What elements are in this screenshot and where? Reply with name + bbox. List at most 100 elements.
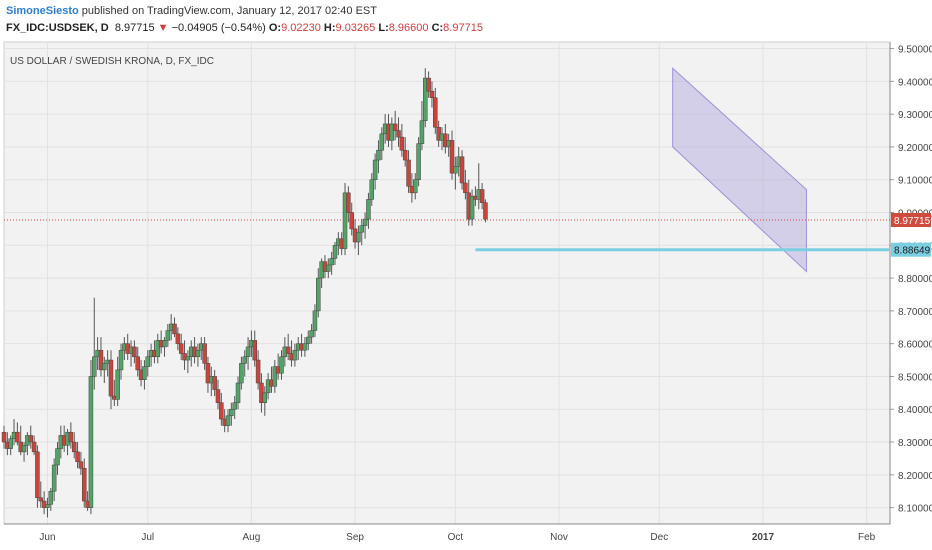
candle-body[interactable] (302, 343, 308, 351)
plot-background[interactable] (3, 41, 891, 525)
candle-body[interactable] (145, 356, 151, 367)
candle-body[interactable] (453, 166, 458, 174)
candle-body[interactable] (31, 441, 37, 453)
candle-body[interactable] (71, 441, 77, 453)
candle-body[interactable] (402, 149, 408, 161)
candle-body[interactable] (396, 130, 401, 138)
candle-body[interactable] (8, 438, 13, 449)
candle-body[interactable] (232, 402, 237, 410)
candle-body[interactable] (92, 356, 97, 377)
candle-body[interactable] (279, 356, 284, 374)
candle-body[interactable] (55, 448, 60, 466)
candle-body[interactable] (346, 192, 351, 213)
candle-body[interactable] (195, 349, 201, 358)
candle-body[interactable] (235, 382, 241, 403)
candle-body[interactable] (219, 402, 224, 420)
candle-body[interactable] (175, 333, 181, 344)
candle-body[interactable] (255, 359, 261, 384)
candle-body[interactable] (38, 497, 44, 502)
candle-body[interactable] (102, 363, 107, 371)
candle-body[interactable] (412, 179, 418, 194)
candle-body[interactable] (185, 356, 191, 361)
candle-body[interactable] (15, 431, 20, 443)
candle-body[interactable] (225, 415, 231, 426)
candle-body[interactable] (229, 408, 234, 417)
candle-body[interactable] (342, 192, 348, 249)
candle-body[interactable] (21, 445, 27, 453)
candle-body[interactable] (178, 343, 184, 354)
candle-body[interactable] (479, 189, 485, 203)
author-link[interactable]: SimoneSiesto (6, 5, 79, 17)
candle-body[interactable] (68, 431, 74, 443)
candle-body[interactable] (252, 340, 258, 361)
candle-body[interactable] (262, 392, 268, 403)
candle-body[interactable] (162, 340, 167, 348)
candle-body[interactable] (45, 504, 50, 508)
candle-body[interactable] (316, 277, 321, 312)
candle-body[interactable] (359, 225, 364, 233)
candle-body[interactable] (469, 195, 475, 220)
candle-body[interactable] (239, 363, 244, 384)
candle-body[interactable] (98, 349, 104, 371)
candle-body[interactable] (406, 159, 411, 187)
candle-body[interactable] (332, 245, 338, 259)
candle-body[interactable] (326, 264, 331, 272)
candle-body[interactable] (132, 346, 137, 358)
candle-body[interactable] (78, 461, 84, 469)
candle-body[interactable] (429, 90, 435, 98)
candle-body[interactable] (212, 376, 217, 390)
candle-body[interactable] (115, 369, 120, 400)
candle-body[interactable] (419, 120, 425, 144)
chart-area[interactable]: 8.10000 8.20000 8.30000 8.40000 8.50000 8.600… (0, 40, 932, 550)
candle-body[interactable] (369, 179, 375, 200)
candle-body[interactable] (285, 346, 291, 354)
candle-body[interactable] (48, 490, 54, 505)
candle-body[interactable] (416, 143, 421, 180)
candle-body[interactable] (433, 97, 438, 128)
price-chart[interactable]: 8.10000 8.20000 8.30000 8.40000 8.50000 8.600… (0, 40, 932, 550)
candle-body[interactable] (155, 340, 161, 358)
candle-body[interactable] (372, 159, 378, 180)
candle-body[interactable] (449, 140, 455, 174)
candle-body[interactable] (423, 77, 428, 121)
candle-body[interactable] (88, 376, 94, 508)
candle-body[interactable] (118, 349, 124, 371)
candle-body[interactable] (165, 330, 171, 341)
candle-body[interactable] (399, 136, 405, 151)
candle-body[interactable] (215, 389, 221, 403)
candle-body[interactable] (463, 182, 468, 194)
candle-body[interactable] (483, 202, 488, 220)
candle-body[interactable] (392, 123, 398, 131)
candle-body[interactable] (135, 356, 140, 371)
candle-body[interactable] (356, 231, 361, 243)
candle-body[interactable] (81, 468, 87, 502)
candle-body[interactable] (272, 366, 278, 387)
candle-body[interactable] (305, 336, 311, 344)
candle-body[interactable] (245, 346, 251, 358)
candle-body[interactable] (35, 451, 40, 499)
candle-body[interactable] (28, 435, 33, 443)
candle-body[interactable] (329, 258, 334, 266)
candle-body[interactable] (205, 363, 211, 384)
candle-body[interactable] (349, 212, 354, 230)
candle-body[interactable] (292, 349, 298, 361)
low-value: 8.96600 (388, 22, 429, 34)
candle-body[interactable] (376, 149, 381, 161)
candle-body[interactable] (366, 199, 371, 220)
candle-body[interactable] (242, 356, 247, 364)
candle-body[interactable] (172, 323, 177, 335)
candle-body[interactable] (75, 451, 80, 462)
candle-body[interactable] (202, 343, 207, 364)
candle-body[interactable] (362, 218, 368, 226)
downtrend-channel[interactable] (672, 67, 807, 273)
candle-body[interactable] (142, 366, 147, 380)
candle-body[interactable] (459, 156, 465, 184)
candle-body[interactable] (309, 330, 314, 338)
candle-body[interactable] (1, 431, 7, 443)
candle-body[interactable] (379, 133, 385, 151)
candle-body[interactable] (108, 359, 114, 397)
candle-body[interactable] (389, 123, 395, 141)
candle-body[interactable] (426, 77, 431, 92)
candle-body[interactable] (51, 464, 57, 492)
candle-body[interactable] (312, 310, 318, 331)
